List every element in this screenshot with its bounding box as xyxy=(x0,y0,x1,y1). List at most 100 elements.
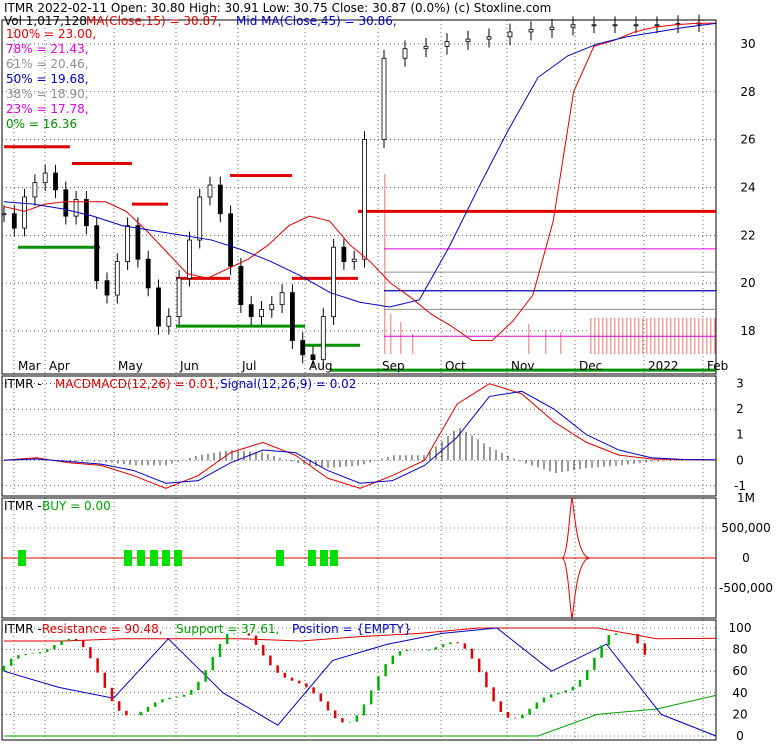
price-candle-body xyxy=(166,316,172,327)
price-xtick-label: May xyxy=(118,359,143,373)
price-candle-body xyxy=(528,29,534,33)
signal-line xyxy=(3,390,717,484)
volume-bar xyxy=(384,174,386,354)
buy-spike xyxy=(561,496,591,620)
price-xtick-label: Aug xyxy=(309,359,332,373)
price-candle-body xyxy=(32,182,38,198)
price-ytick-label: 20 xyxy=(740,276,755,290)
signal-label: Signal(12,26,9) = 0.02 xyxy=(220,377,356,391)
volume-bar xyxy=(400,322,402,354)
price-candle-body xyxy=(238,265,244,306)
price-candle-body xyxy=(507,31,513,38)
price-candle-body xyxy=(362,139,367,260)
price-candle-body xyxy=(63,189,69,217)
price-candle-body xyxy=(310,354,316,361)
price-candle-body xyxy=(73,198,79,217)
price-candle-body xyxy=(331,246,337,317)
price-candle-body xyxy=(570,24,576,28)
price-candle-body xyxy=(135,225,141,260)
fib-level-label: 0% = 16.36 xyxy=(6,117,77,131)
price-candle-body xyxy=(289,292,295,341)
price-xtick-label: Feb xyxy=(707,359,728,373)
macd-label: MACDMACD(12,26) = 0.01, xyxy=(55,377,219,391)
buy-signal-marker xyxy=(174,550,182,566)
support-line xyxy=(4,694,717,737)
stoch-ytick-label: 0 xyxy=(736,729,744,743)
price-candle-body xyxy=(156,287,161,327)
price-candle-body xyxy=(612,24,618,27)
fib-level-label: 61% = 20.46, xyxy=(6,57,89,71)
volume-bar xyxy=(560,332,562,354)
price-xtick-label: Jun xyxy=(179,359,199,373)
price-candle-body xyxy=(125,225,130,262)
ma15-label: MA(Close,15) = 30.87, xyxy=(86,14,222,28)
buy-signal-marker xyxy=(308,550,316,566)
volume-bar xyxy=(390,314,392,354)
price-candle-body xyxy=(633,24,639,27)
price-ytick-label: 26 xyxy=(740,133,755,147)
buy-signal-marker xyxy=(330,550,338,566)
fib-level-label: 78% = 21.43, xyxy=(6,42,89,56)
macd-ytick-label: 3 xyxy=(736,377,744,391)
buy-ytick-label: 500,000 xyxy=(721,521,771,535)
buy-signal-marker xyxy=(18,550,26,566)
ma15-line xyxy=(3,22,717,342)
stoch-prefix: ITMR - xyxy=(4,622,42,636)
price-ytick-label: 28 xyxy=(740,85,755,99)
price-candle-body xyxy=(22,196,28,229)
price-candle-body xyxy=(341,246,347,262)
price-xtick-label: Apr xyxy=(49,359,70,373)
fib-level-label: 100% = 23.00, xyxy=(6,27,96,41)
price-candle-body xyxy=(423,45,429,50)
price-candle-body xyxy=(145,258,151,289)
support-label: Support = 37.61, xyxy=(176,622,279,636)
price-xtick-label: Sep xyxy=(382,359,405,373)
resistance-label: Resistance = 90.48, xyxy=(42,622,163,636)
price-candle-body xyxy=(84,198,89,227)
position-line xyxy=(3,627,717,737)
fib-level-label: 50% = 19.68, xyxy=(6,72,89,86)
price-candle-body xyxy=(486,36,492,40)
buy-signal-marker xyxy=(124,550,132,566)
price-candle-body xyxy=(228,213,234,267)
buy-signal-marker xyxy=(276,550,284,566)
volume-label: Vol 1,017,128 xyxy=(4,14,87,28)
buy-ytick-label: 1M xyxy=(737,491,755,505)
price-ytick-label: 22 xyxy=(740,228,755,242)
buy-signal-marker xyxy=(137,550,145,566)
price-xtick-label: Oct xyxy=(445,359,466,373)
buy-ytick-label: 0 xyxy=(742,551,750,565)
price-candle-body xyxy=(114,261,120,296)
price-candle-body xyxy=(186,239,192,279)
price-candle-body xyxy=(197,196,203,241)
chart-header: ITMR 2022-02-11 Open: 30.80 High: 30.91 … xyxy=(4,1,551,15)
volume-bar xyxy=(412,334,414,354)
stoch-ytick-label: 80 xyxy=(732,643,747,657)
price-candle-body xyxy=(549,26,555,30)
price-candle-body xyxy=(381,57,387,140)
buy-prefix: ITMR - xyxy=(4,499,42,513)
stoch-ytick-label: 40 xyxy=(732,686,747,700)
buy-ytick-label: -500,000 xyxy=(719,581,773,595)
macd-panel: -1 0 1 2 3 ITMR - MACDMACD(12,26) = 0.01, Si… xyxy=(1,375,746,497)
price-xtick-label: 2022 xyxy=(648,359,679,373)
price-candle-body xyxy=(176,277,182,317)
price-candle-body xyxy=(351,258,357,262)
price-xtick-label: Nov xyxy=(511,359,534,373)
macd-ytick-label: 1 xyxy=(736,428,744,442)
price-xtick-label: Mar xyxy=(18,359,41,373)
price-candle-body xyxy=(94,225,100,282)
buy-signal-marker xyxy=(162,550,170,566)
price-xtick-label: Jul xyxy=(241,359,256,373)
price-candle-body xyxy=(654,24,660,27)
price-candle-body xyxy=(279,292,285,306)
price-ytick-label: 18 xyxy=(740,324,755,338)
fib-level-label: 23% = 17.78, xyxy=(6,102,89,116)
price-ytick-label: 24 xyxy=(740,180,755,194)
ma45-line xyxy=(3,22,717,308)
ma45-label: Mid MA(Close,45) = 30.86, xyxy=(236,14,397,28)
price-candle-body xyxy=(207,184,213,198)
